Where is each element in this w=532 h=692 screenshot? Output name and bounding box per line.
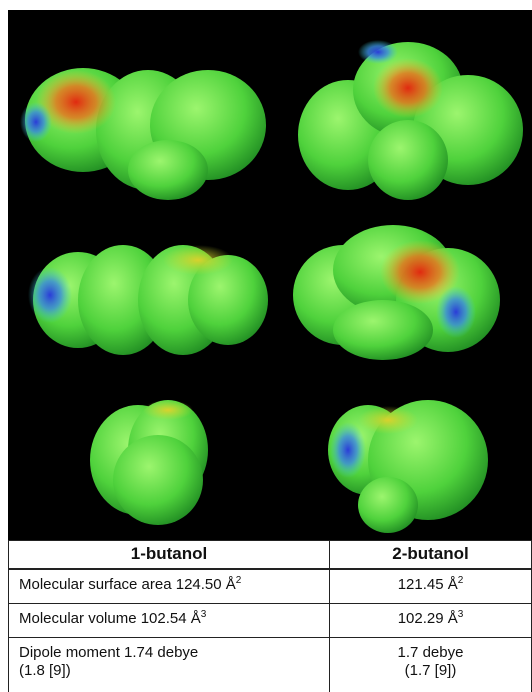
header-cell: 1-butanol: [8, 540, 330, 570]
superscript: 2: [458, 575, 464, 586]
superscript: 3: [201, 609, 207, 620]
superscript: 3: [458, 609, 464, 620]
table-cell: 121.45 Å2: [330, 570, 532, 604]
table-cell: Molecular volume 102.54 Å3: [8, 604, 330, 638]
table-cell: Molecular surface area 124.50 Å2: [8, 570, 330, 604]
header-text: 1-butanol: [131, 544, 208, 563]
molecule-1-middle: [28, 245, 268, 355]
table-cell: 1.7 debye(1.7 [9]): [330, 638, 532, 692]
cell-text: Molecular surface area 124.50 Å: [19, 576, 236, 593]
table-cell: Dipole moment 1.74 debye(1.8 [9]): [8, 638, 330, 692]
header-text: 2-butanol: [392, 544, 469, 563]
cell-text: (1.8 [9]): [19, 662, 319, 680]
cell-text: (1.7 [9]): [340, 662, 521, 680]
table-cell: 102.29 Å3: [330, 604, 532, 638]
cell-text: 102.29 Å: [398, 610, 458, 627]
cell-text: Molecular volume 102.54 Å: [19, 610, 201, 627]
cell-text: Dipole moment 1.74 debye: [19, 644, 319, 662]
superscript: 2: [236, 575, 242, 586]
header-cell: 2-butanol: [330, 540, 532, 570]
page: {"table": {"header": ["1-butanol", "2-bu…: [0, 0, 532, 692]
cell-text: 1.7 debye: [340, 644, 521, 662]
cell-text: 121.45 Å: [398, 576, 458, 593]
body: 1-butanol 2-butanol Molecular surface ar…: [0, 0, 532, 692]
molecule-figure: [8, 10, 532, 540]
